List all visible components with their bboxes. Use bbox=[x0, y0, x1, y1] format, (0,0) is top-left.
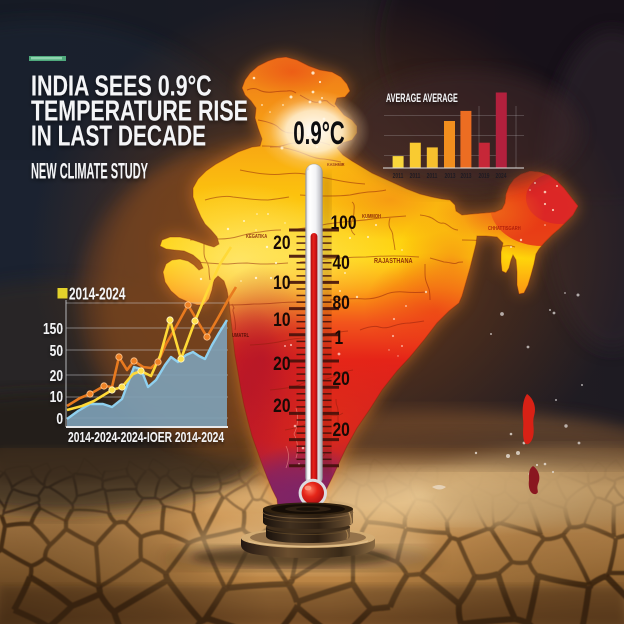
svg-text:10: 10 bbox=[273, 308, 291, 330]
svg-text:20: 20 bbox=[333, 418, 351, 440]
svg-text:CHHATTISGARH: CHHATTISGARH bbox=[488, 225, 521, 232]
svg-text:20: 20 bbox=[273, 394, 291, 416]
svg-text:20: 20 bbox=[333, 367, 351, 389]
svg-text:AVERAGE AVERAGE: AVERAGE AVERAGE bbox=[386, 92, 458, 105]
svg-text:2013: 2013 bbox=[444, 172, 455, 180]
svg-text:100: 100 bbox=[331, 211, 357, 233]
svg-text:INDIA SEES 0.9°C: INDIA SEES 0.9°C bbox=[31, 70, 212, 102]
svg-text:150: 150 bbox=[43, 319, 63, 337]
svg-text:0.9°C: 0.9°C bbox=[293, 115, 344, 151]
svg-text:2024: 2024 bbox=[495, 172, 506, 180]
svg-text:2011: 2011 bbox=[410, 172, 421, 180]
svg-text:2011: 2011 bbox=[427, 172, 438, 180]
svg-text:2013: 2013 bbox=[460, 172, 471, 180]
svg-text:2019: 2019 bbox=[478, 172, 489, 180]
svg-text:TEMPERATURE RISE: TEMPERATURE RISE bbox=[31, 95, 248, 127]
svg-text:IN LAST DECADE: IN LAST DECADE bbox=[31, 120, 206, 152]
svg-text:10: 10 bbox=[50, 387, 63, 405]
svg-text:80: 80 bbox=[333, 291, 351, 313]
svg-text:40: 40 bbox=[333, 251, 351, 273]
svg-text:2011: 2011 bbox=[393, 172, 404, 180]
svg-text:KEGATIKA: KEGATIKA bbox=[246, 233, 268, 240]
svg-text:50: 50 bbox=[50, 341, 63, 359]
svg-text:NEW CLIMATE STUDY: NEW CLIMATE STUDY bbox=[31, 158, 148, 183]
svg-text:RAJASTHANA: RAJASTHANA bbox=[374, 257, 413, 265]
svg-text:10: 10 bbox=[273, 271, 291, 293]
svg-text:2014-2024: 2014-2024 bbox=[69, 284, 126, 304]
svg-text:20: 20 bbox=[50, 366, 63, 384]
svg-text:20: 20 bbox=[273, 231, 291, 253]
svg-text:1: 1 bbox=[335, 326, 344, 348]
svg-text:UMATRL: UMATRL bbox=[232, 332, 249, 339]
svg-text:20: 20 bbox=[273, 352, 291, 374]
svg-text:2014-2024-2024-IOER 2014-2024: 2014-2024-2024-IOER 2014-2024 bbox=[68, 429, 224, 445]
svg-text:KUMMOH: KUMMOH bbox=[362, 213, 381, 220]
svg-text:0: 0 bbox=[56, 409, 63, 427]
